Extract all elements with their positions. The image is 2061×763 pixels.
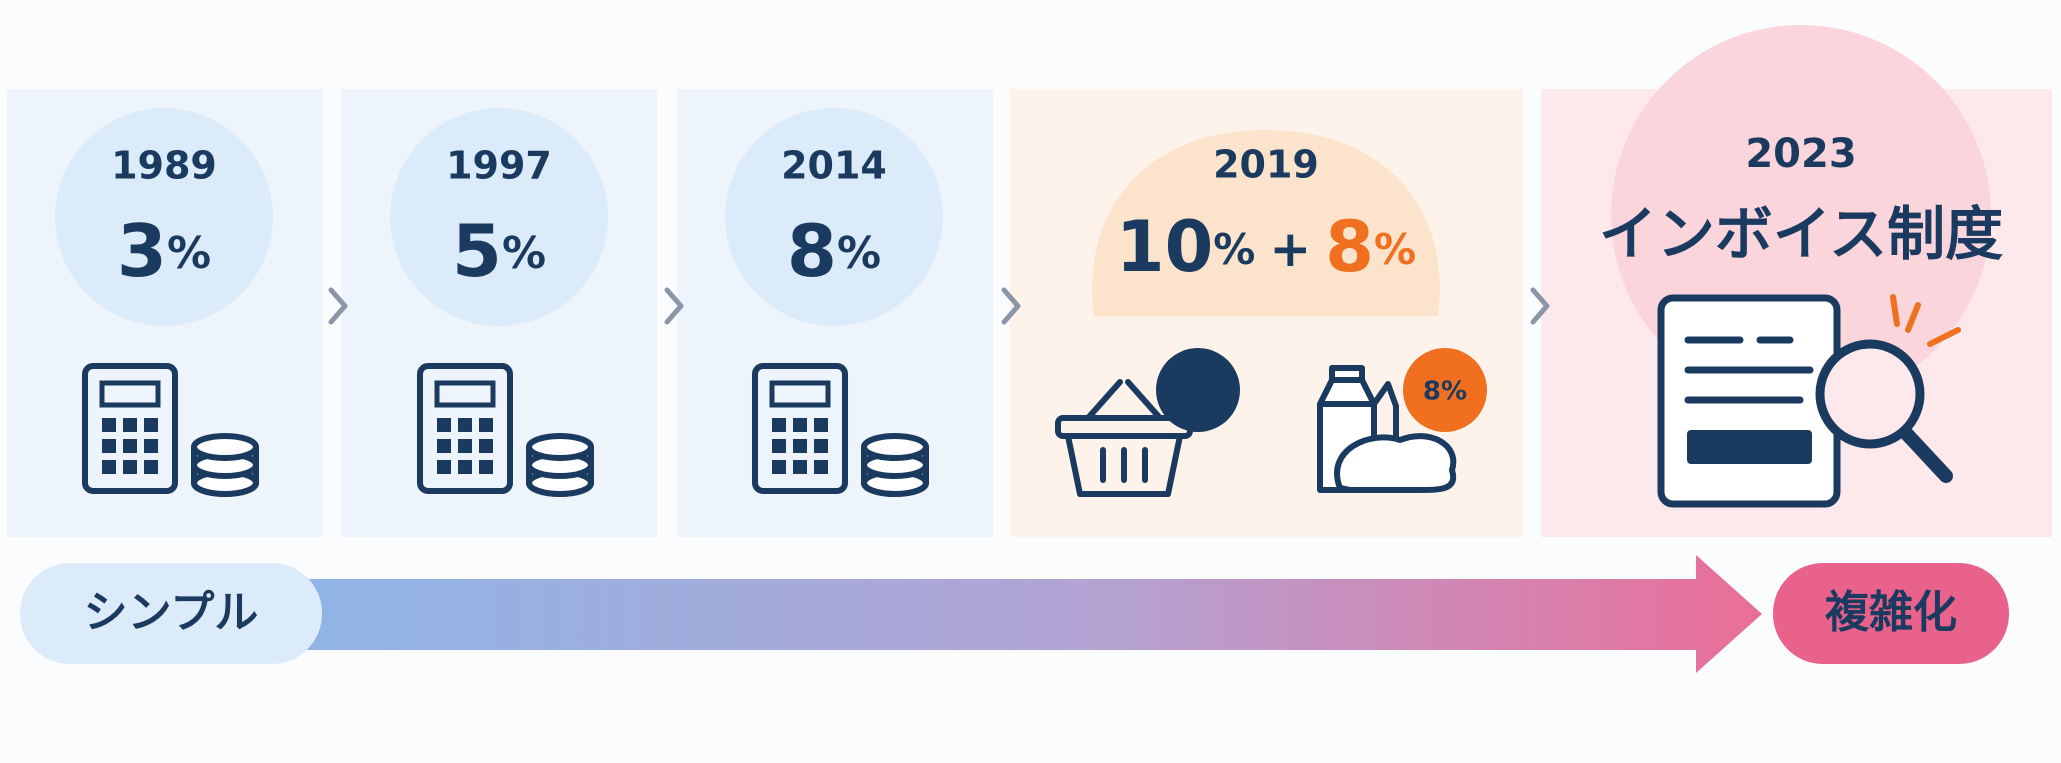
highlight-ray bbox=[1905, 302, 1921, 333]
calculator-screen bbox=[769, 380, 831, 408]
calculator-screen bbox=[99, 380, 161, 408]
calculator-key bbox=[479, 460, 493, 474]
rate-number: 5 bbox=[452, 209, 502, 293]
calculator-key bbox=[793, 418, 807, 432]
chevron bbox=[328, 287, 348, 325]
calculator-key bbox=[102, 418, 116, 432]
rate-number: 3 bbox=[117, 209, 167, 293]
highlight-ray bbox=[1927, 327, 1961, 347]
year: 1997 bbox=[446, 144, 552, 188]
rate-blob bbox=[1092, 130, 1440, 316]
coins-icon bbox=[191, 433, 259, 497]
basket-handle bbox=[1085, 379, 1163, 421]
calculator-key bbox=[814, 439, 828, 453]
rate-unit: % bbox=[1213, 225, 1255, 274]
coin-side bbox=[191, 447, 259, 497]
badge-label: 8% bbox=[1423, 377, 1467, 407]
calculator-key bbox=[102, 439, 116, 453]
badge-label: 10% bbox=[1167, 377, 1229, 407]
calculator-key bbox=[437, 418, 451, 432]
calculator-key bbox=[437, 460, 451, 474]
calculator-body bbox=[82, 363, 178, 494]
rate: 3% bbox=[117, 209, 211, 293]
bread bbox=[1334, 433, 1457, 493]
calculator-key bbox=[458, 460, 472, 474]
calculator-key bbox=[793, 460, 807, 474]
progress-arrow bbox=[300, 555, 1762, 673]
calculator-key bbox=[123, 439, 137, 453]
scale-end: 複雑化 bbox=[1825, 587, 1957, 638]
calculator-screen bbox=[434, 380, 496, 408]
reduced-rate-unit: % bbox=[1374, 225, 1416, 274]
year: 2023 bbox=[1745, 131, 1856, 177]
rate-number: 10 bbox=[1116, 206, 1213, 288]
calculator-key bbox=[123, 460, 137, 474]
calculator-key bbox=[144, 418, 158, 432]
reduced-rate-number: 8 bbox=[1325, 206, 1374, 288]
year: 2014 bbox=[781, 144, 887, 188]
rate-unit: % bbox=[502, 228, 546, 279]
magnifier-lens bbox=[1815, 339, 1925, 449]
calculator-body bbox=[752, 363, 848, 494]
badge bbox=[1156, 348, 1240, 432]
calculator-key bbox=[772, 460, 786, 474]
coin-side bbox=[526, 447, 594, 497]
registration-label: 登録番号 bbox=[1704, 434, 1793, 460]
year-circle bbox=[725, 108, 943, 326]
calculator-key bbox=[479, 439, 493, 453]
coin bbox=[526, 433, 594, 461]
calculator-key bbox=[479, 418, 493, 432]
calculator-icon bbox=[752, 363, 848, 494]
invoice-title: インボイス制度 bbox=[1599, 200, 2003, 268]
rate-unit: % bbox=[167, 228, 211, 279]
year: 2019 bbox=[1213, 143, 1319, 187]
magnifier-handle bbox=[1898, 425, 1953, 483]
scale-start: シンプル bbox=[84, 587, 259, 638]
coin bbox=[861, 433, 929, 461]
registration-box bbox=[1687, 430, 1812, 464]
coins-icon bbox=[861, 433, 929, 497]
calculator-key bbox=[458, 439, 472, 453]
chevron bbox=[1001, 287, 1021, 325]
rate-number: 8 bbox=[787, 209, 837, 293]
calculator-key bbox=[814, 418, 828, 432]
rate: 5% bbox=[452, 209, 546, 293]
chevron bbox=[664, 287, 684, 325]
calculator-key bbox=[102, 460, 116, 474]
plus: + bbox=[1269, 220, 1311, 278]
calculator-key bbox=[123, 418, 137, 432]
basket-body bbox=[1065, 435, 1183, 497]
calculator-key bbox=[772, 439, 786, 453]
calculator-key bbox=[814, 460, 828, 474]
rate: 10% +8% bbox=[1116, 206, 1416, 288]
end-pill bbox=[1773, 563, 2009, 664]
year-circle bbox=[390, 108, 608, 326]
calculator-icon bbox=[417, 363, 513, 494]
calculator-icon bbox=[82, 363, 178, 494]
calculator-key bbox=[144, 439, 158, 453]
year: 1989 bbox=[111, 144, 217, 188]
calculator-key bbox=[793, 439, 807, 453]
highlight-ray bbox=[1890, 294, 1900, 327]
rate-unit: % bbox=[837, 228, 881, 279]
coin bbox=[191, 433, 259, 461]
coins-icon bbox=[526, 433, 594, 497]
rate: 8% bbox=[787, 209, 881, 293]
basket-icon bbox=[1055, 379, 1193, 497]
calculator-body bbox=[417, 363, 513, 494]
coin-side bbox=[861, 447, 929, 497]
start-pill bbox=[20, 563, 322, 664]
year-circle bbox=[55, 108, 273, 326]
calculator-key bbox=[437, 439, 451, 453]
calculator-key bbox=[458, 418, 472, 432]
calculator-key bbox=[772, 418, 786, 432]
badge bbox=[1403, 348, 1487, 432]
chevron bbox=[1530, 287, 1550, 325]
calculator-key bbox=[144, 460, 158, 474]
